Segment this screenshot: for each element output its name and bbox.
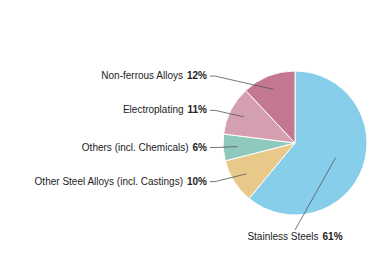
chart-container: Non-ferrous Alloys 12% Electroplating 11% Ot… (0, 0, 384, 266)
leader-line (210, 76, 274, 89)
label-value: 11% (188, 104, 208, 115)
label-name: Other Steel Alloys (incl. Castings) (35, 175, 183, 186)
label-name: Others (incl. Chemicals) (82, 141, 189, 152)
leader-lines (210, 76, 336, 230)
leader-line (295, 158, 336, 230)
label-name: Stainless Steels (247, 231, 318, 242)
label-name: Electroplating (123, 104, 184, 115)
data-label: Other Steel Alloys (incl. Castings) 10% (35, 175, 208, 186)
slices (223, 71, 367, 215)
data-label: Others (incl. Chemicals) 6% (82, 141, 207, 152)
label-value: 12% (187, 70, 207, 81)
label-name: Non-ferrous Alloys (101, 70, 183, 81)
pie-chart: Non-ferrous Alloys 12% Electroplating 11% Ot… (0, 0, 384, 266)
data-label: Non-ferrous Alloys 12% (101, 70, 207, 81)
label-value: 6% (193, 141, 208, 152)
leader-line (210, 146, 238, 148)
data-label: Electroplating 11% (123, 104, 207, 115)
leader-line (210, 110, 244, 117)
data-label: Stainless Steels 61% (247, 231, 342, 242)
leader-line (210, 174, 246, 182)
pie-slice (246, 71, 295, 143)
labels: Non-ferrous Alloys 12% Electroplating 11% Ot… (35, 70, 343, 242)
label-value: 10% (187, 175, 207, 186)
label-value: 61% (323, 231, 343, 242)
